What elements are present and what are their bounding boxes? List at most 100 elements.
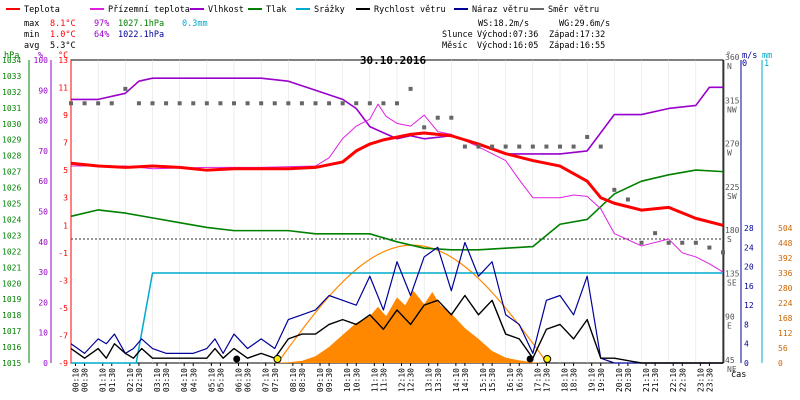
pressure-series-line	[70, 169, 724, 251]
wind-direction-point	[680, 240, 685, 245]
temp-tick-label: -3	[58, 276, 68, 285]
wind-direction-point	[707, 245, 712, 250]
info-wg: WG:29.6m/s	[559, 19, 610, 29]
x-tick-label: 05:10	[207, 368, 216, 392]
hpa-tick-label: 1019	[2, 295, 21, 304]
x-tick-label: 22:30	[678, 368, 687, 392]
x-tick-label: 16:10	[506, 368, 515, 392]
stats-max-rain: 0.3mm	[182, 19, 208, 29]
x-tick-label: 01:10	[99, 368, 108, 392]
wind-direction-point	[327, 101, 332, 106]
hpa-tick-label: 1025	[2, 200, 21, 209]
pct-tick-label: 80	[38, 117, 48, 126]
dir-tick-label: 360	[725, 53, 740, 62]
wind-direction-point	[150, 101, 155, 106]
wind-direction-point	[381, 101, 386, 106]
x-tick-label: 17:10	[533, 368, 542, 392]
mm-tick-label: 448	[778, 239, 793, 248]
temperature-series-line	[70, 131, 724, 227]
wind-direction-point	[490, 144, 495, 149]
x-tick-label: 00:30	[81, 368, 90, 392]
unit-cas: čas	[731, 369, 746, 380]
hpa-tick-label: 1027	[2, 168, 21, 177]
wind-direction-point	[96, 101, 101, 106]
wind-direction-point	[422, 125, 427, 130]
ms-tick-label: 16	[744, 282, 754, 291]
x-axis: 00:10 00:30 01:10 01:30 02:10 02:30 03:10 03:30…	[72, 363, 714, 392]
pct-tick-label: 0	[43, 359, 48, 368]
info-moonset: Západ:16:55	[549, 41, 605, 51]
dir-tick-label: 180	[725, 226, 740, 235]
info-block: WS:18.2m/s WG:29.6m/s Slunce Východ:07:3…	[442, 19, 610, 51]
wind-direction-point	[82, 101, 87, 106]
unit-mm: mm	[762, 51, 772, 61]
hpa-tick-label: 1029	[2, 136, 21, 145]
chart-date-title: 30.10.2016	[360, 54, 427, 67]
legend-label: Přízemní teplota	[108, 5, 190, 15]
wind-direction-point	[449, 115, 454, 120]
info-sunset: Západ:17:32	[549, 30, 605, 40]
x-tick-label: 17:30	[542, 368, 551, 392]
hpa-tick-label: 1022	[2, 247, 21, 256]
wind-direction-point	[109, 101, 114, 106]
dir-tick-label: 45	[725, 356, 735, 365]
legend-label: Rychlost větru	[374, 5, 446, 15]
x-tick-label: 12:10	[398, 368, 407, 392]
pct-tick-label: 30	[38, 268, 48, 277]
wind-direction-point	[232, 101, 236, 106]
x-tick-label: 11:30	[379, 368, 388, 392]
wind-direction-point	[354, 101, 359, 106]
mm-top-tick: 1	[764, 59, 769, 69]
dir-tick-label: E	[727, 322, 732, 331]
mm-tick-label: 56	[778, 344, 788, 353]
dir-tick-label: SE	[727, 278, 737, 287]
temp-tick-label: 3	[63, 194, 68, 203]
wind-direction-point	[721, 250, 725, 255]
x-tick-label: 09:10	[316, 368, 325, 392]
hpa-tick-label: 1021	[2, 263, 21, 272]
stats-min-hum: 64%	[94, 30, 109, 40]
dir-tick-label: NW	[727, 105, 737, 114]
stats-avg-temp: 5.3°C	[50, 41, 76, 51]
hpa-tick-label: 1020	[2, 279, 21, 288]
wind-direction-point	[272, 101, 277, 106]
x-tick-label: 21:30	[651, 368, 660, 392]
x-tick-label: 03:30	[162, 368, 171, 392]
mm-tick-label: 280	[778, 284, 793, 293]
wind-direction-point	[653, 231, 658, 236]
temp-tick-label: -9	[58, 359, 68, 368]
x-tick-label: 19:30	[597, 368, 606, 392]
stats-min-temp: 1.0°C	[50, 30, 76, 40]
info-ws: WS:18.2m/s	[478, 19, 529, 29]
temp-tick-label: -5	[58, 304, 68, 313]
wind-direction-point	[585, 134, 590, 139]
ms-tick-label: 8	[744, 320, 749, 329]
mm-tick-label: 0	[778, 359, 783, 368]
temp-tick-label: -7	[58, 331, 68, 340]
hpa-tick-label: 1030	[2, 120, 21, 129]
moon-marker	[233, 355, 241, 363]
x-tick-label: 07:30	[271, 368, 280, 392]
hpa-tick-label: 1033	[2, 72, 21, 81]
dir-tick-label: 90	[725, 313, 735, 322]
ms-top-tick: 0	[742, 59, 747, 69]
x-tick-label: 16:30	[515, 368, 524, 392]
temp-tick-label: 1	[63, 221, 68, 230]
x-tick-label: 22:10	[669, 368, 678, 392]
mm-tick-label: 392	[778, 254, 793, 263]
pct-tick-label: 10	[38, 329, 48, 338]
x-tick-label: 15:10	[479, 368, 488, 392]
hpa-tick-label: 1032	[2, 88, 21, 97]
stats-min-label: min	[24, 30, 39, 40]
wind-direction-point	[666, 240, 671, 245]
info-sunrise: Východ:07:36	[477, 30, 538, 40]
temp-tick-label: 11	[58, 84, 68, 93]
x-tick-label: 10:10	[343, 368, 352, 392]
wind-direction-point	[367, 101, 372, 106]
legend: Teplota Přízemní teplota Vlhkost Tlak Srážky…	[6, 5, 599, 15]
sunset-marker	[543, 355, 552, 363]
wind-direction-point	[639, 240, 644, 245]
mm-tick-label: 336	[778, 269, 793, 278]
wind-direction-point	[245, 101, 250, 106]
